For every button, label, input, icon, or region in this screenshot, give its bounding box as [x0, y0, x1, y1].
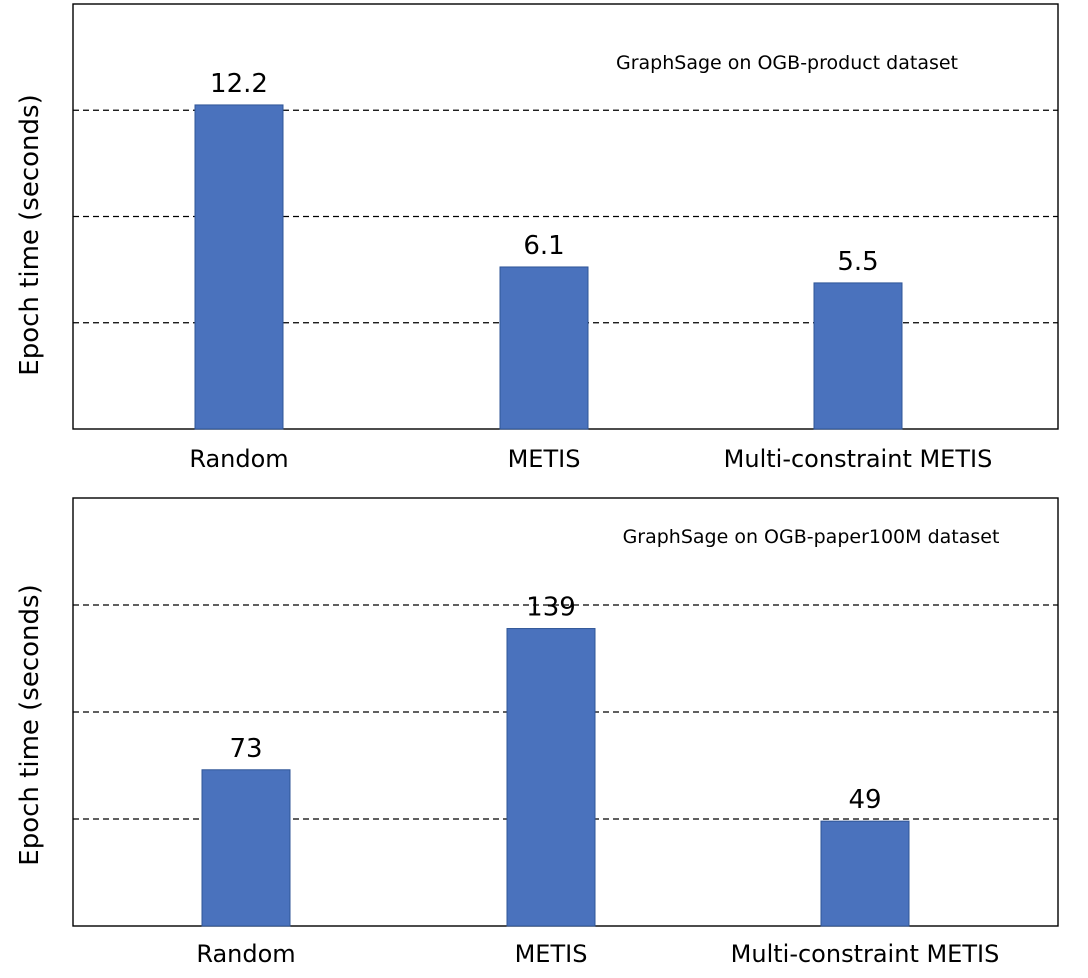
category-label-2: METIS — [515, 940, 588, 968]
bar-1 — [194, 104, 284, 430]
data-label-2: 6.1 — [523, 231, 564, 261]
category-label-2: METIS — [508, 445, 581, 473]
y-axis-label: Epoch time (seconds) — [15, 94, 45, 375]
chart-title: GraphSage on OGB-paper100M dataset — [623, 526, 1000, 548]
data-label-1: 73 — [229, 734, 262, 764]
bar-3 — [820, 820, 910, 927]
category-label-1: Random — [189, 445, 288, 473]
chart-panel-1: 12.2 Random 6.1 METIS 5.5 Multi-constraint ME… — [15, 3, 1059, 473]
data-label-3: 5.5 — [837, 247, 878, 277]
bar-2 — [499, 266, 589, 430]
data-label-1: 12.2 — [210, 69, 268, 99]
y-axis-label: Epoch time (seconds) — [15, 584, 45, 865]
chart-panel-2: 73 Random 139 METIS 49 Multi-constraint METIS… — [15, 497, 1059, 968]
data-label-2: 139 — [526, 593, 576, 623]
bar-2 — [506, 628, 596, 927]
data-label-3: 49 — [848, 785, 881, 815]
category-label-3: Multi-constraint METIS — [724, 445, 993, 473]
bar-3 — [813, 282, 903, 430]
category-label-3: Multi-constraint METIS — [731, 940, 1000, 968]
bar-1 — [201, 769, 291, 927]
chart-title: GraphSage on OGB-product dataset — [616, 52, 958, 74]
category-label-1: Random — [196, 940, 295, 968]
